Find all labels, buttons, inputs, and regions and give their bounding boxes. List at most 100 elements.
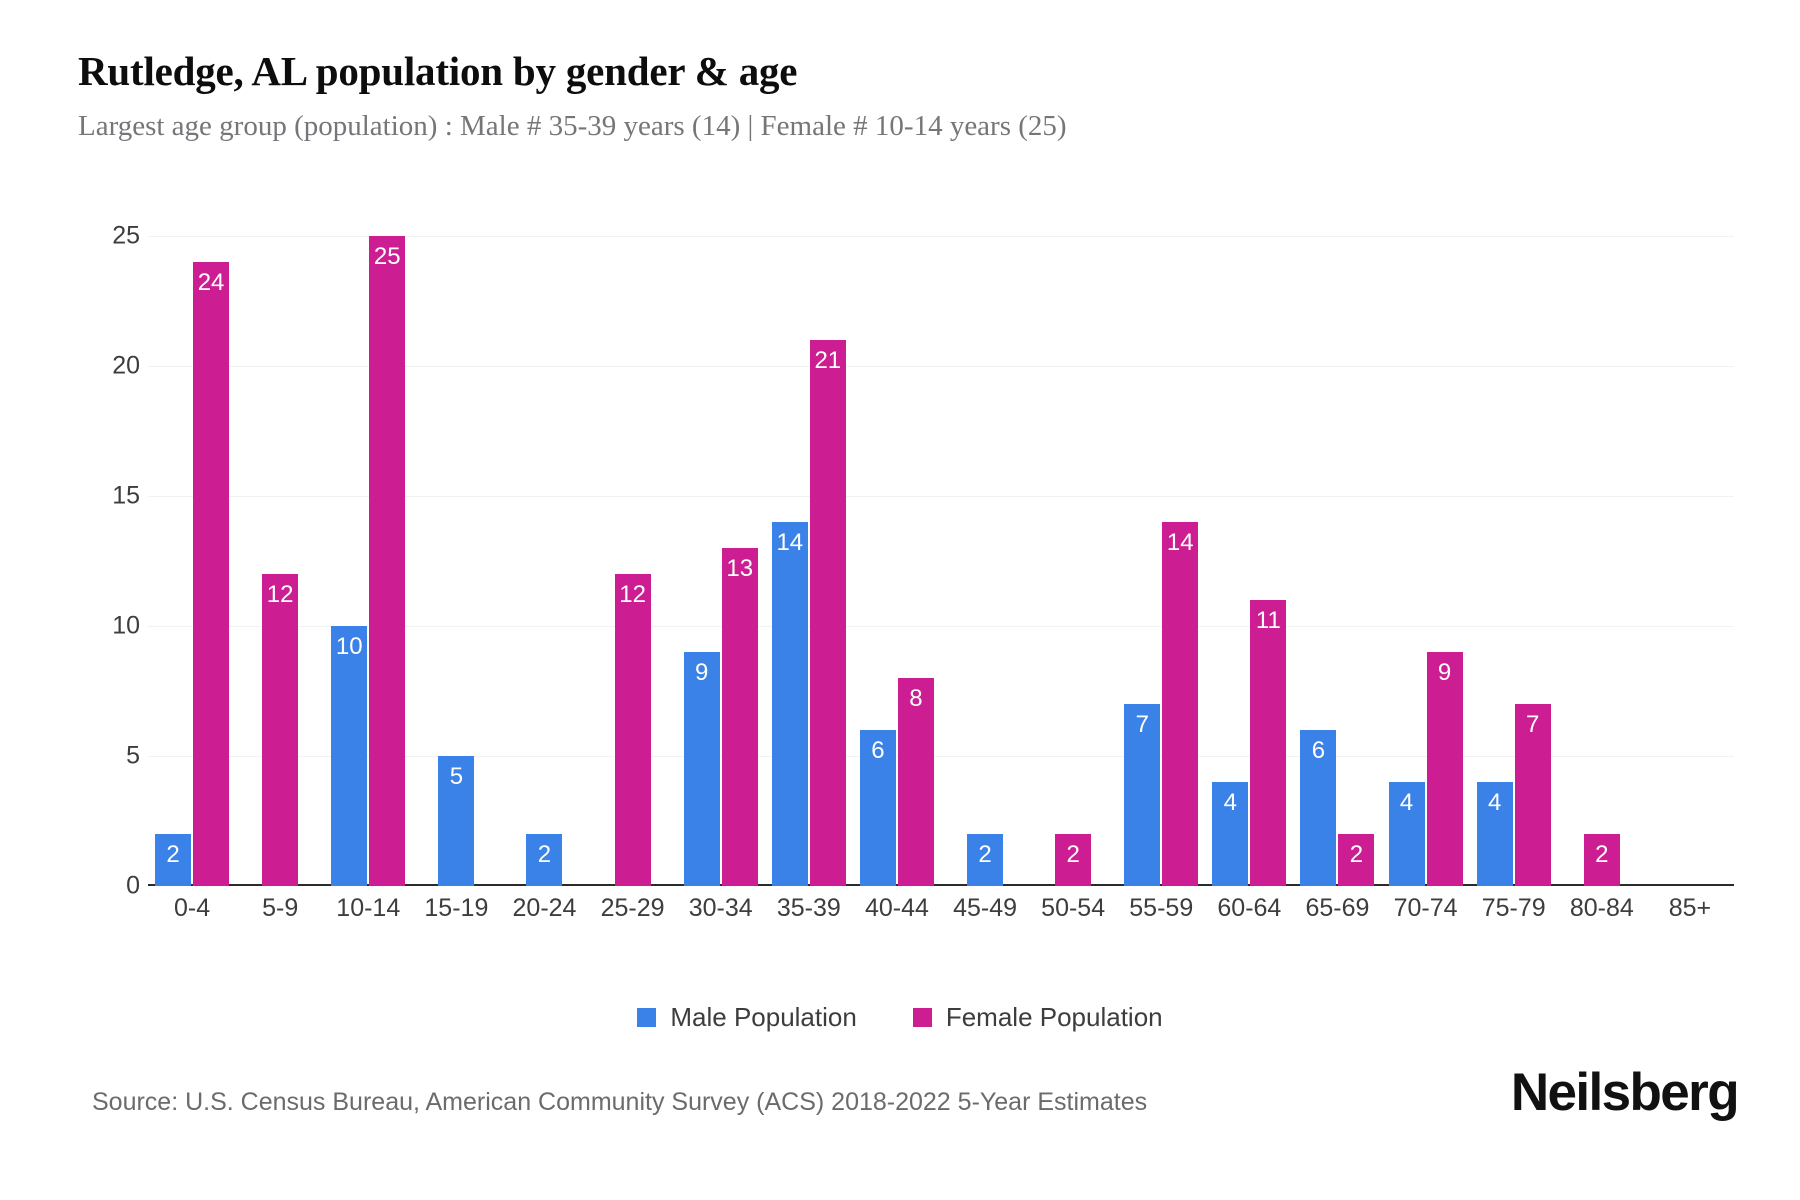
- bar-group: 2 24: [148, 236, 236, 886]
- bar[interactable]: 7: [1124, 704, 1161, 886]
- x-axis-tick-label: 55-59: [1129, 894, 1194, 922]
- bar-value-label: 13: [726, 555, 754, 582]
- bar-value-label: 9: [1437, 659, 1452, 686]
- bar-group: 2: [1029, 236, 1117, 886]
- bar[interactable]: 9: [683, 652, 720, 886]
- bar-value-label: 14: [776, 529, 804, 556]
- source-note: Source: U.S. Census Bureau, American Com…: [92, 1088, 1148, 1116]
- plot-area: 0 5 10 15 20 25 2 24 12 10 25 5 2 12 9 13 14 21 6 8 2 2 7 14 4 1…: [0, 222, 1800, 926]
- bar-value-label: 5: [449, 763, 464, 790]
- bar[interactable]: 8: [897, 678, 934, 886]
- bar-value-label: 4: [1488, 789, 1502, 816]
- bars-container: 2 24 12 10 25 5 2 12 9 13 14 21 6 8 2 2 7 14 4 11 6 2 4 9 4 7 2: [148, 236, 1734, 886]
- bar-value-label: 9: [695, 659, 709, 686]
- bar[interactable]: 6: [859, 730, 896, 886]
- bar[interactable]: 11: [1250, 600, 1287, 886]
- x-axis-tick-label: 25-29: [600, 894, 665, 922]
- bar[interactable]: 4: [1388, 782, 1425, 886]
- legend-label-female: Female Population: [945, 1002, 1163, 1032]
- bar-group: 10 25: [324, 236, 412, 886]
- legend-label-male: Male Population: [670, 1002, 857, 1032]
- bar-group: 14 21: [765, 236, 853, 886]
- bar[interactable]: 21: [809, 340, 846, 886]
- bar-group: 5: [412, 236, 500, 886]
- bar[interactable]: 9: [1426, 652, 1463, 886]
- bar[interactable]: 14: [771, 522, 808, 886]
- bar[interactable]: 14: [1162, 522, 1199, 886]
- x-axis-tick-label: 80-84: [1569, 894, 1634, 922]
- gridline: [148, 496, 1734, 497]
- bar[interactable]: 10: [331, 626, 368, 886]
- bar[interactable]: 12: [262, 574, 299, 886]
- bar[interactable]: 4: [1212, 782, 1249, 886]
- bar[interactable]: 4: [1476, 782, 1513, 886]
- gridline: [148, 756, 1734, 757]
- bar-group: 9 13: [677, 236, 765, 886]
- x-axis-tick-label: 85+: [1668, 894, 1712, 922]
- x-axis-tick-label: 35-39: [776, 894, 841, 922]
- x-axis-tick-label: 45-49: [953, 894, 1018, 922]
- bar-group: 2: [500, 236, 588, 886]
- bar-value-label: 10: [335, 633, 363, 660]
- bar[interactable]: 24: [193, 262, 230, 886]
- gridline: [148, 366, 1734, 367]
- x-axis-tick-label: 5-9: [262, 894, 299, 922]
- y-axis: 0 5 10 15 20 25: [88, 222, 140, 900]
- legend-item-female[interactable]: Female Population: [912, 1002, 1163, 1033]
- bar-value-label: 2: [978, 841, 992, 868]
- bar-value-label: 4: [1399, 789, 1414, 816]
- y-axis-tick-label: 15: [112, 481, 140, 510]
- bar-value-label: 2: [1066, 841, 1080, 868]
- x-axis-tick-label: 65-69: [1305, 894, 1370, 922]
- legend-item-male[interactable]: Male Population: [637, 1002, 857, 1033]
- y-axis-tick-label: 0: [126, 871, 140, 900]
- bar-value-label: 4: [1223, 789, 1238, 816]
- bar-value-label: 6: [1311, 737, 1326, 764]
- x-axis-tick-label: 40-44: [864, 894, 929, 922]
- bar[interactable]: 2: [1055, 834, 1092, 886]
- chart-footer: Source: U.S. Census Bureau, American Com…: [0, 1063, 1800, 1150]
- bar-group: 4 11: [1205, 236, 1293, 886]
- x-axis-tick-label: 10-14: [336, 894, 401, 922]
- bar[interactable]: 2: [967, 834, 1004, 886]
- bar-group: 12: [236, 236, 324, 886]
- bar[interactable]: 25: [369, 236, 406, 886]
- x-axis-tick-label: 15-19: [424, 894, 489, 922]
- bar-value-label: 12: [619, 581, 646, 608]
- bar-value-label: 25: [373, 243, 401, 270]
- bar[interactable]: 12: [614, 574, 651, 886]
- bar-group: 2: [1558, 236, 1646, 886]
- bar-value-label: 6: [871, 737, 885, 764]
- bar[interactable]: 2: [526, 834, 563, 886]
- y-axis-tick-label: 20: [112, 351, 140, 380]
- bar-value-label: 2: [166, 841, 180, 868]
- bar[interactable]: 2: [155, 834, 192, 886]
- page-title: Rutledge, AL population by gender & age: [78, 48, 798, 94]
- chart-header: Rutledge, AL population by gender & age …: [78, 48, 1740, 144]
- y-axis-tick-label: 25: [112, 221, 140, 250]
- grid-lines: [148, 236, 1734, 886]
- bar-value-label: 7: [1135, 711, 1149, 738]
- bar[interactable]: 6: [1300, 730, 1337, 886]
- x-axis: 0-4 5-9 10-14 15-19 20-24 25-29 30-34 35-39 40-4…: [148, 894, 1734, 923]
- bar-group: 7 14: [1117, 236, 1205, 886]
- y-axis-tick-label: 10: [112, 611, 140, 640]
- x-axis-tick-label: 50-54: [1041, 894, 1106, 922]
- bar[interactable]: 5: [438, 756, 475, 886]
- chart-subtitle: Largest age group (population) : Male # …: [78, 110, 1067, 143]
- bar[interactable]: 13: [721, 548, 758, 886]
- x-axis-tick-label: 70-74: [1393, 894, 1458, 922]
- gridline: [148, 626, 1734, 627]
- x-axis-line: [148, 884, 1734, 886]
- bar-value-label: 2: [537, 841, 552, 868]
- bar[interactable]: 2: [1338, 834, 1375, 886]
- bar[interactable]: 2: [1583, 834, 1620, 886]
- legend-swatch-male-icon: [637, 1008, 657, 1027]
- chart-legend: Male Population Female Population: [0, 1002, 1800, 1033]
- bar[interactable]: 7: [1514, 704, 1551, 886]
- legend-swatch-female-icon: [912, 1008, 932, 1027]
